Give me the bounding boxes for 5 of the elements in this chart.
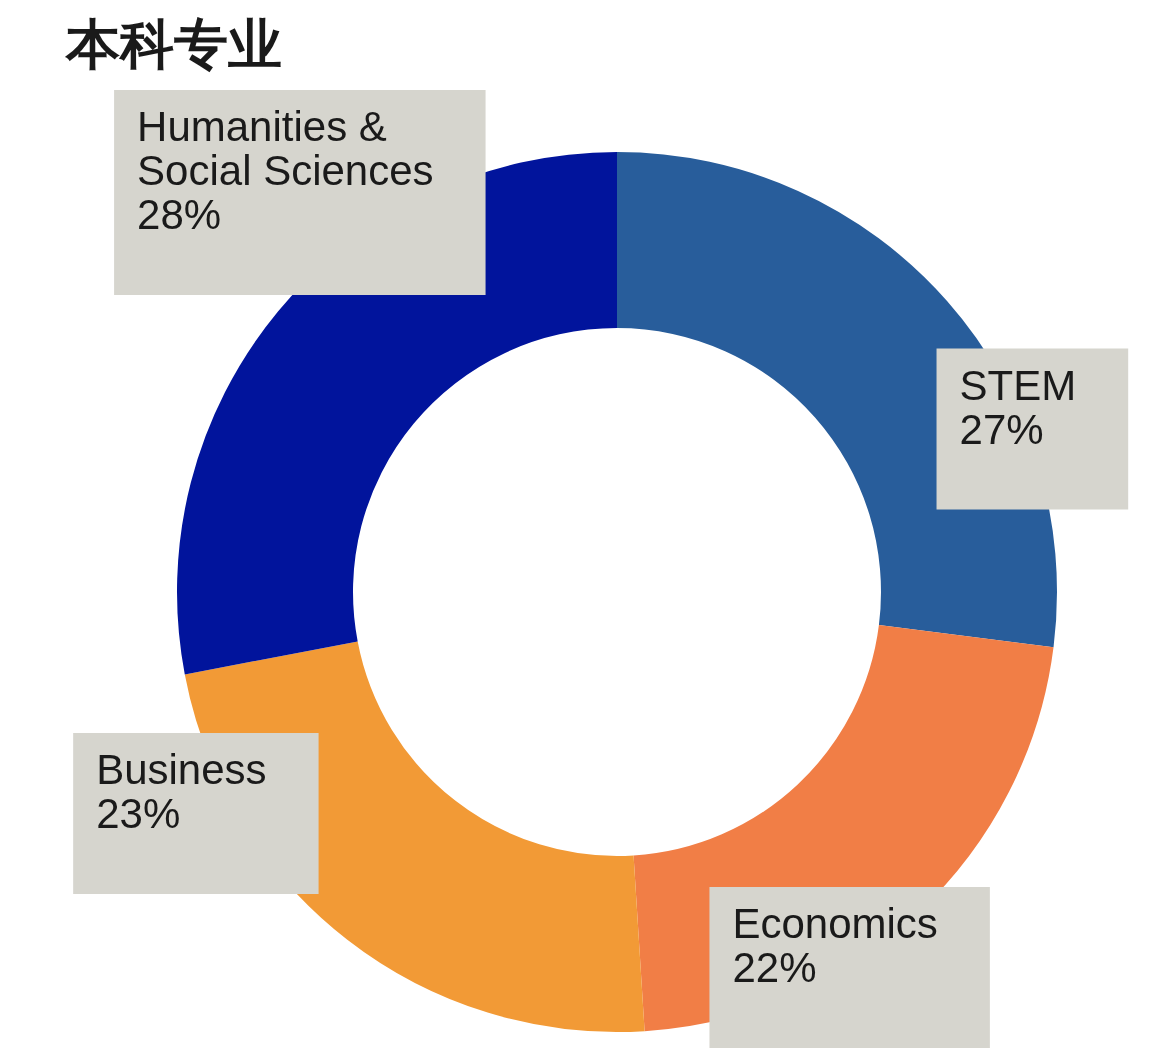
chart-title: 本科专业	[66, 12, 282, 78]
data-label: 28%	[137, 191, 222, 238]
slice-label: Economics	[732, 900, 938, 947]
data-label: 22%	[732, 944, 817, 991]
slice-label: Humanities & Social Sciences	[137, 103, 434, 194]
